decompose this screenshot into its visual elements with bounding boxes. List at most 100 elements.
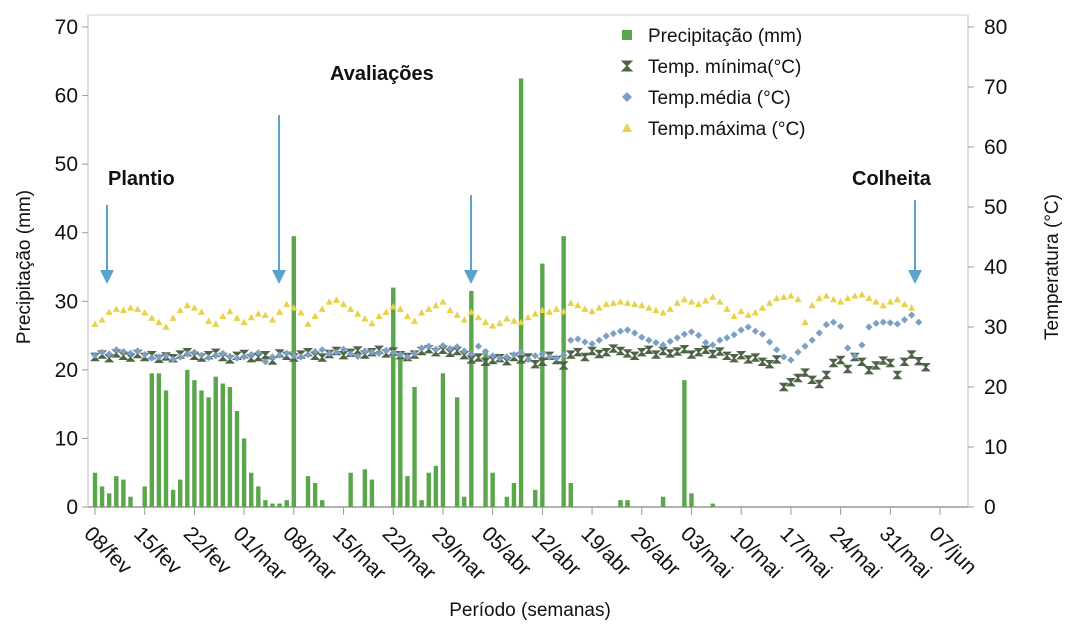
- point: [744, 323, 752, 331]
- point: [643, 345, 654, 354]
- point: [481, 318, 490, 326]
- point: [815, 329, 823, 337]
- bar: [256, 486, 261, 507]
- point: [141, 351, 149, 359]
- point: [446, 345, 454, 353]
- bar: [270, 503, 275, 507]
- bar: [568, 483, 573, 507]
- point: [396, 351, 404, 359]
- point: [254, 349, 262, 357]
- point: [665, 349, 676, 358]
- point: [212, 352, 220, 360]
- point: [680, 295, 688, 303]
- point: [489, 322, 497, 329]
- annotation: Plantio: [108, 168, 175, 190]
- bar: [227, 387, 233, 507]
- point: [247, 351, 255, 359]
- annotation: Avaliações: [330, 63, 434, 85]
- point: [702, 339, 710, 347]
- point: [283, 349, 291, 357]
- point: [885, 358, 896, 368]
- point: [879, 301, 887, 309]
- bar: [163, 390, 169, 507]
- point: [872, 298, 880, 305]
- point: [98, 316, 106, 323]
- point: [247, 313, 255, 321]
- point: [339, 345, 348, 353]
- bar: [92, 472, 98, 507]
- bar: [99, 486, 105, 507]
- point: [560, 307, 568, 315]
- point: [403, 353, 412, 361]
- point: [913, 357, 924, 366]
- x-tick-label: 03/mai: [676, 522, 737, 583]
- point: [858, 341, 866, 349]
- y-tick-label: 0: [66, 496, 78, 519]
- point: [785, 378, 796, 387]
- point: [148, 314, 156, 321]
- point: [410, 317, 419, 324]
- point: [91, 320, 99, 327]
- point: [744, 311, 752, 318]
- point: [517, 318, 525, 326]
- point: [474, 342, 483, 350]
- y2-tick-label: 80: [984, 16, 1007, 39]
- point: [716, 298, 724, 305]
- point: [765, 338, 774, 346]
- point: [112, 305, 120, 312]
- point: [694, 331, 703, 339]
- point: [453, 343, 461, 351]
- y2-tick-label: 60: [984, 136, 1007, 159]
- bar: [391, 287, 396, 507]
- point: [439, 342, 447, 350]
- point: [332, 296, 341, 303]
- point: [317, 353, 328, 362]
- y-tick-label: 20: [55, 359, 78, 382]
- point: [659, 309, 667, 316]
- annotation: Colheita: [852, 168, 932, 190]
- bar: [533, 489, 538, 507]
- point: [808, 301, 816, 309]
- point: [863, 366, 875, 375]
- point: [240, 353, 248, 361]
- point: [503, 315, 511, 322]
- point: [892, 370, 903, 380]
- point: [686, 350, 697, 359]
- y2-tick-label: 50: [984, 196, 1007, 219]
- point: [119, 348, 128, 356]
- bar: [454, 397, 460, 507]
- point: [126, 304, 135, 311]
- x-axis-title: Período (semanas): [449, 600, 611, 621]
- y2-tick-label: 0: [984, 496, 996, 519]
- y-tick-label: 10: [55, 427, 78, 450]
- point: [679, 345, 690, 354]
- point: [907, 311, 916, 319]
- y2-tick-label: 30: [984, 316, 1007, 339]
- y2-axis-title: Temperatura (°C): [1042, 194, 1063, 340]
- point: [920, 363, 931, 372]
- legend-label: Precipitação (mm): [648, 26, 802, 47]
- point: [794, 348, 802, 356]
- point: [702, 297, 710, 304]
- point: [829, 295, 838, 303]
- point: [773, 294, 781, 302]
- point: [473, 353, 484, 362]
- point: [460, 347, 468, 355]
- point: [787, 356, 795, 364]
- point: [467, 350, 475, 358]
- point: [219, 349, 227, 357]
- point: [382, 308, 390, 315]
- point: [268, 353, 277, 361]
- bar: [369, 479, 375, 507]
- point: [616, 327, 625, 335]
- point: [856, 357, 867, 366]
- legend-marker: [622, 123, 632, 132]
- point: [751, 309, 759, 316]
- bar: [213, 376, 218, 507]
- point: [608, 344, 619, 353]
- bar: [689, 493, 694, 507]
- point: [572, 348, 583, 357]
- point: [226, 307, 234, 315]
- point: [900, 316, 909, 324]
- point: [375, 349, 383, 357]
